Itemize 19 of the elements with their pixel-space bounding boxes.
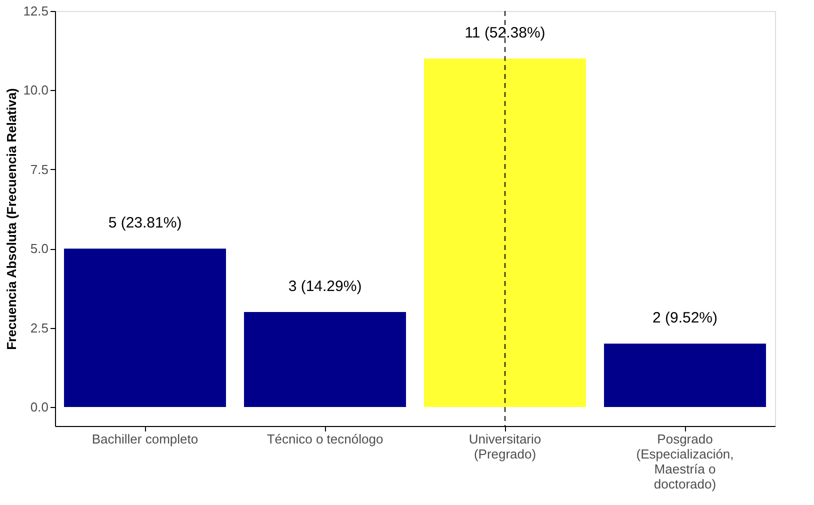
bar [244, 312, 406, 407]
bar [64, 248, 226, 407]
y-tick-label: 5.0 [30, 241, 48, 256]
x-tick-label: Universitario (Pregrado) [468, 432, 542, 462]
x-tick-label: Posgrado (Especialización, Maestría o doctorado) [636, 432, 734, 492]
bar [424, 58, 586, 407]
bar [604, 344, 766, 407]
y-tick-label: 0.0 [30, 399, 48, 414]
y-tick-label: 12.5 [23, 4, 48, 18]
y-axis-title: Frecuencia Absoluta (Frecuencia Relativa) [4, 88, 20, 350]
x-tick-label: Bachiller completo [92, 432, 198, 446]
data-label: 3 (14.29%) [288, 278, 362, 295]
data-label: 5 (23.81%) [108, 214, 182, 232]
x-tick-label: Técnico o tecnólogo [266, 432, 384, 446]
y-tick-label: 7.5 [30, 162, 48, 177]
y-tick-label: 10.0 [23, 82, 48, 98]
y-tick-label: 2.5 [30, 320, 48, 336]
data-label: 2 (9.52%) [652, 310, 718, 327]
data-label: 11 (52.38%) [464, 24, 546, 42]
